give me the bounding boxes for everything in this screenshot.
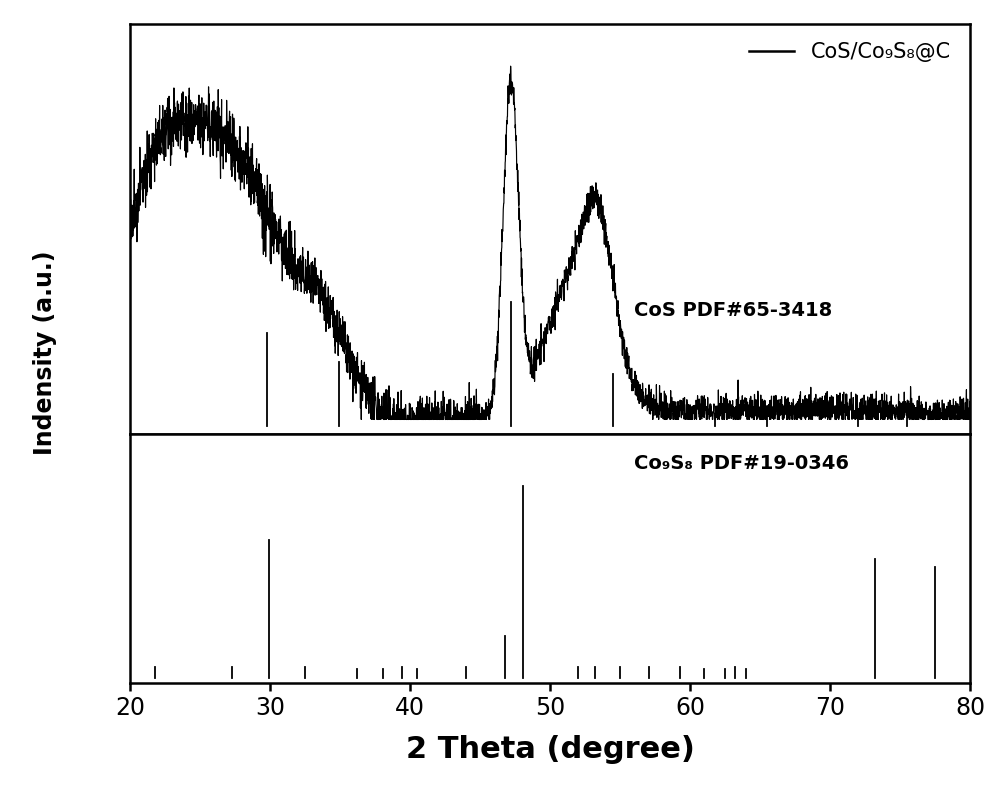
Legend: CoS/Co₉S₈@C: CoS/Co₉S₈@C — [740, 34, 960, 71]
Text: 2 Theta (degree): 2 Theta (degree) — [406, 736, 694, 764]
Text: Indensity (a.u.): Indensity (a.u.) — [33, 251, 57, 455]
Text: CoS PDF#65-3418: CoS PDF#65-3418 — [634, 301, 832, 320]
Text: Co₉S₈ PDF#19-0346: Co₉S₈ PDF#19-0346 — [634, 455, 849, 473]
